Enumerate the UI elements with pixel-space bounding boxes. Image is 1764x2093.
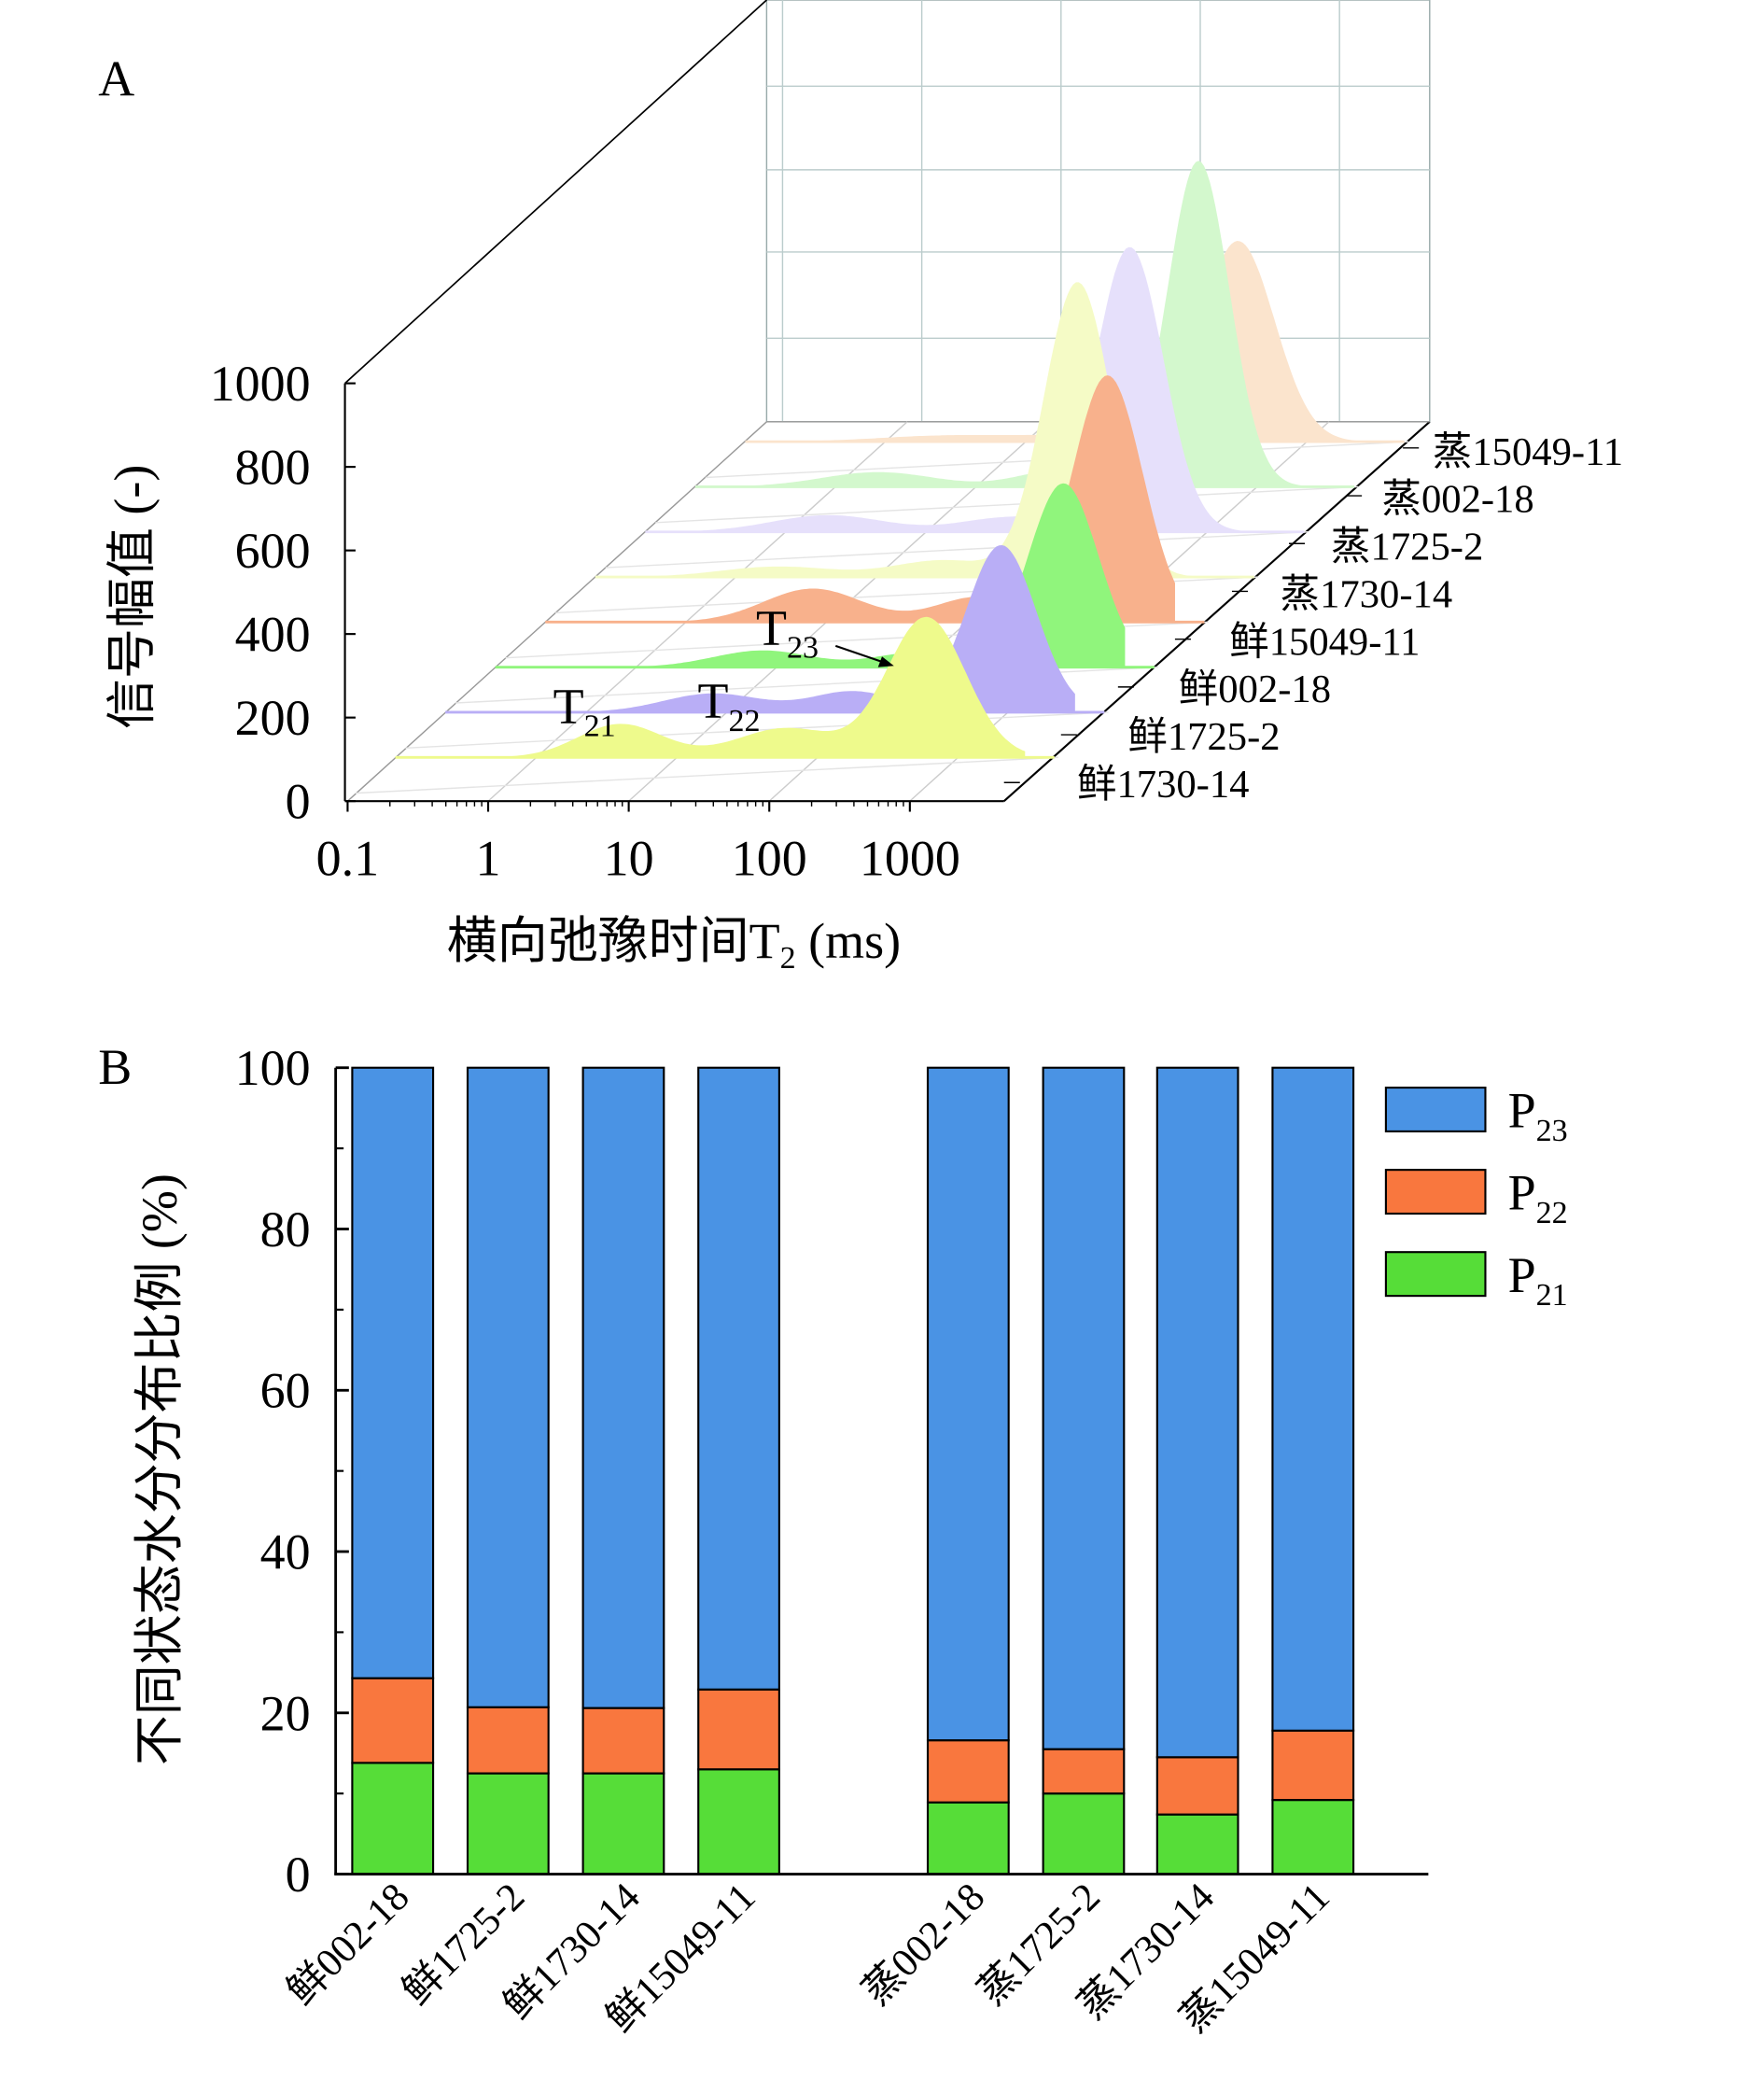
annotation-t23: T23 (756, 600, 819, 666)
series-label: 蒸002-18 (1381, 478, 1533, 522)
annotation-arrow (834, 644, 894, 667)
legend-label: P23 (1508, 1083, 1568, 1148)
series-label: 鲜1730-14 (1077, 763, 1250, 807)
bar-segment (351, 1762, 435, 1875)
y-tick-label: 20 (260, 1685, 311, 1741)
legend-swatch (1384, 1169, 1487, 1215)
legend-label: P21 (1508, 1247, 1568, 1313)
bar-segment (581, 1772, 665, 1875)
panel-label-b: B (98, 1039, 132, 1095)
legend: P23 P22 P21 (1384, 1083, 1568, 1313)
bar-segment (1271, 1799, 1355, 1875)
panel-a-y-axis-title: 信号幅值 (-) (104, 465, 160, 729)
y-tick-label: 60 (260, 1363, 311, 1419)
bar-segment (697, 1768, 780, 1875)
x-tick-label: 10 (604, 831, 654, 887)
series-label: 蒸15049-11 (1433, 430, 1623, 474)
y-tick-label: 80 (260, 1201, 311, 1257)
floor-edge (346, 421, 767, 802)
depth-edge (344, 0, 767, 385)
series-area (445, 544, 1075, 712)
legend-label: P22 (1508, 1165, 1568, 1230)
series-area (495, 483, 1126, 667)
bar-segment (466, 1066, 550, 1708)
y-tick-label: 600 (235, 523, 311, 579)
bar-segment (1042, 1792, 1126, 1875)
y-tick-label: 40 (260, 1524, 311, 1580)
floor-gridline (605, 531, 1309, 569)
panel-b-y-axis-title: 不同状态水分分布比例 (%) (132, 1173, 188, 1765)
legend-swatch (1384, 1251, 1487, 1298)
x-tick-label: 100 (732, 831, 807, 887)
x-tick-label: 1000 (860, 831, 960, 887)
y-tick-label: 1000 (210, 356, 311, 412)
bar-segment (1271, 1729, 1355, 1802)
panel-a-x-axis-title: 横向弛豫时间T2 (ms) (447, 913, 901, 976)
y-tick-label: 0 (286, 1847, 311, 1903)
x-tick-label: 1 (476, 831, 501, 887)
bar-segment (1155, 1813, 1239, 1875)
bar-segment (926, 1801, 1010, 1875)
bar-segment (466, 1706, 550, 1775)
bar-segment (1155, 1756, 1239, 1816)
category-label: 蒸002-18 (855, 1875, 994, 2014)
series-label: 蒸1730-14 (1281, 572, 1453, 616)
y-tick-label: 200 (235, 690, 311, 746)
bar-segment (697, 1066, 780, 1691)
bar-segment (581, 1066, 665, 1709)
annotation-t22: T22 (698, 673, 761, 738)
annotation-t21: T21 (553, 678, 616, 743)
series-label: 蒸1725-2 (1331, 526, 1483, 569)
floor-gridline (355, 756, 1059, 794)
bar-segment (1155, 1066, 1239, 1759)
bar-segment (1042, 1748, 1126, 1795)
series-label: 鲜15049-11 (1229, 620, 1420, 664)
legend-swatch (1384, 1086, 1487, 1132)
bar-segment (1271, 1066, 1355, 1732)
y-tick-label: 400 (235, 607, 311, 663)
series-label: 鲜002-18 (1179, 667, 1331, 711)
bar-segment (926, 1066, 1010, 1742)
panel-a-ticks: 0 200 400 600 800 1000 0.1 1 10 100 1000 (210, 356, 960, 887)
panel-b-axes: 0 20 40 60 80 100 (235, 1040, 1429, 1903)
panel-label-a: A (98, 50, 134, 106)
bar-segment (697, 1688, 780, 1771)
bar-segment (351, 1066, 435, 1679)
panel-a-series: 蒸15049-11蒸002-18蒸1725-2蒸1730-14鲜15049-11… (395, 161, 1623, 807)
bar-segment (926, 1739, 1010, 1804)
depth-axis (1003, 421, 1431, 802)
bar-segment (466, 1772, 550, 1875)
bar-segment (581, 1707, 665, 1775)
x-tick-label: 0.1 (316, 831, 379, 887)
y-tick-label: 800 (235, 440, 311, 496)
series-label: 鲜1725-2 (1127, 715, 1280, 759)
floor-gridline (655, 485, 1359, 524)
bar-segment (351, 1677, 435, 1764)
floor-gridline (405, 711, 1109, 750)
y-tick-label: 0 (286, 774, 311, 830)
y-tick-label: 100 (235, 1040, 311, 1096)
series-area (395, 616, 1026, 758)
bar-segment (1042, 1066, 1126, 1750)
